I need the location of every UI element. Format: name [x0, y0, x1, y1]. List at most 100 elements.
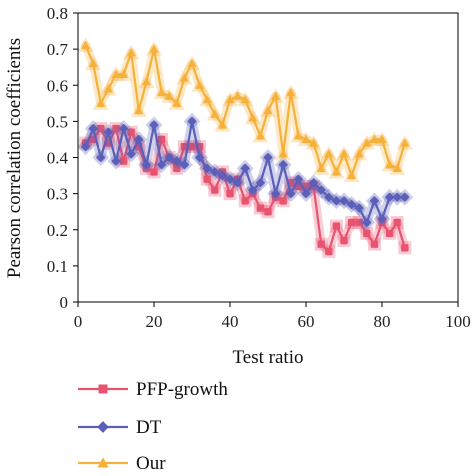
data-point — [233, 91, 243, 100]
series-pfp-growth — [79, 122, 412, 258]
data-point — [118, 123, 129, 134]
data-point — [80, 141, 91, 152]
x-tick-label: 60 — [298, 312, 315, 331]
data-point — [347, 171, 357, 180]
data-point — [241, 197, 249, 205]
legend-marker — [98, 384, 108, 394]
data-point — [363, 229, 371, 237]
legend: PFP-growth DT Our — [78, 379, 228, 474]
data-point — [217, 120, 227, 129]
data-point — [134, 106, 144, 115]
series-dt — [77, 112, 414, 231]
data-point — [293, 131, 303, 140]
data-point — [286, 87, 296, 97]
data-point — [316, 163, 326, 172]
x-tick-label: 80 — [374, 312, 391, 331]
data-point — [294, 182, 302, 190]
data-point — [135, 143, 143, 151]
data-point — [369, 134, 379, 144]
y-tick-label: 0.6 — [47, 76, 68, 95]
legend-item: Our — [78, 453, 166, 474]
data-point — [346, 199, 357, 210]
data-point — [194, 152, 205, 163]
data-point — [386, 229, 394, 237]
data-point — [81, 41, 91, 50]
x-tick-label: 100 — [445, 312, 471, 331]
data-point — [202, 95, 212, 104]
data-point — [255, 131, 265, 140]
data-point — [340, 236, 348, 245]
data-point — [164, 91, 174, 100]
y-tick-label: 0.4 — [47, 149, 69, 168]
data-point — [88, 123, 98, 134]
data-point — [400, 192, 410, 202]
data-point — [210, 167, 220, 177]
data-point — [225, 95, 235, 104]
data-point — [263, 106, 273, 115]
data-point — [203, 175, 211, 183]
x-tick-label: 20 — [146, 312, 163, 331]
data-point — [384, 192, 395, 202]
data-point — [324, 192, 334, 202]
data-point — [179, 73, 189, 82]
data-point — [278, 149, 288, 158]
x-tick-label: 0 — [74, 312, 83, 331]
data-point — [317, 240, 325, 248]
data-point — [248, 185, 258, 195]
data-point — [286, 188, 296, 199]
legend-marker — [97, 457, 109, 468]
data-point — [339, 149, 349, 158]
legend-item: DT — [78, 417, 162, 438]
data-point — [370, 240, 378, 248]
data-point — [377, 134, 387, 144]
y-axis-title: Pearson correlation coefficients — [4, 38, 25, 278]
plot-area — [77, 37, 414, 258]
data-point — [240, 163, 250, 174]
data-point — [355, 218, 363, 227]
data-point — [141, 77, 151, 86]
data-point — [331, 196, 342, 206]
data-point — [111, 69, 121, 79]
data-point — [134, 134, 144, 145]
data-point — [263, 152, 273, 163]
legend-marker — [97, 421, 109, 433]
y-tick-label: 0.7 — [47, 40, 69, 59]
data-point — [96, 98, 106, 107]
data-point — [149, 120, 159, 130]
data-point — [354, 203, 364, 213]
data-point — [271, 91, 281, 100]
data-point — [88, 59, 98, 68]
data-point — [369, 196, 380, 206]
data-point — [156, 160, 167, 170]
data-point — [332, 222, 340, 230]
data-point — [392, 163, 402, 172]
data-point — [195, 80, 205, 89]
y-tick-label: 0.8 — [47, 4, 68, 23]
axes: 0 0.1 0.2 0.3 0.4 0.5 0.6 0.7 0.8 0 20 40 60 80 100 — [47, 4, 471, 331]
data-point — [287, 179, 295, 187]
data-point — [179, 160, 190, 170]
data-point — [354, 149, 364, 158]
data-point — [96, 152, 106, 163]
data-point — [339, 196, 349, 206]
data-point — [324, 149, 334, 158]
data-point — [187, 116, 197, 127]
data-point — [400, 138, 410, 147]
data-point — [256, 204, 264, 212]
data-point — [325, 247, 333, 256]
data-point — [279, 197, 287, 205]
data-point — [150, 168, 158, 176]
data-point — [392, 192, 402, 202]
data-point — [97, 125, 105, 133]
data-point — [308, 178, 319, 188]
data-point — [149, 44, 159, 53]
data-point — [348, 218, 356, 227]
data-point — [293, 174, 304, 184]
legend-label: Our — [136, 453, 166, 474]
data-point — [255, 178, 266, 188]
data-point — [385, 160, 395, 169]
x-tick-label: 40 — [222, 312, 239, 331]
data-point — [225, 174, 235, 184]
data-point — [264, 208, 272, 216]
